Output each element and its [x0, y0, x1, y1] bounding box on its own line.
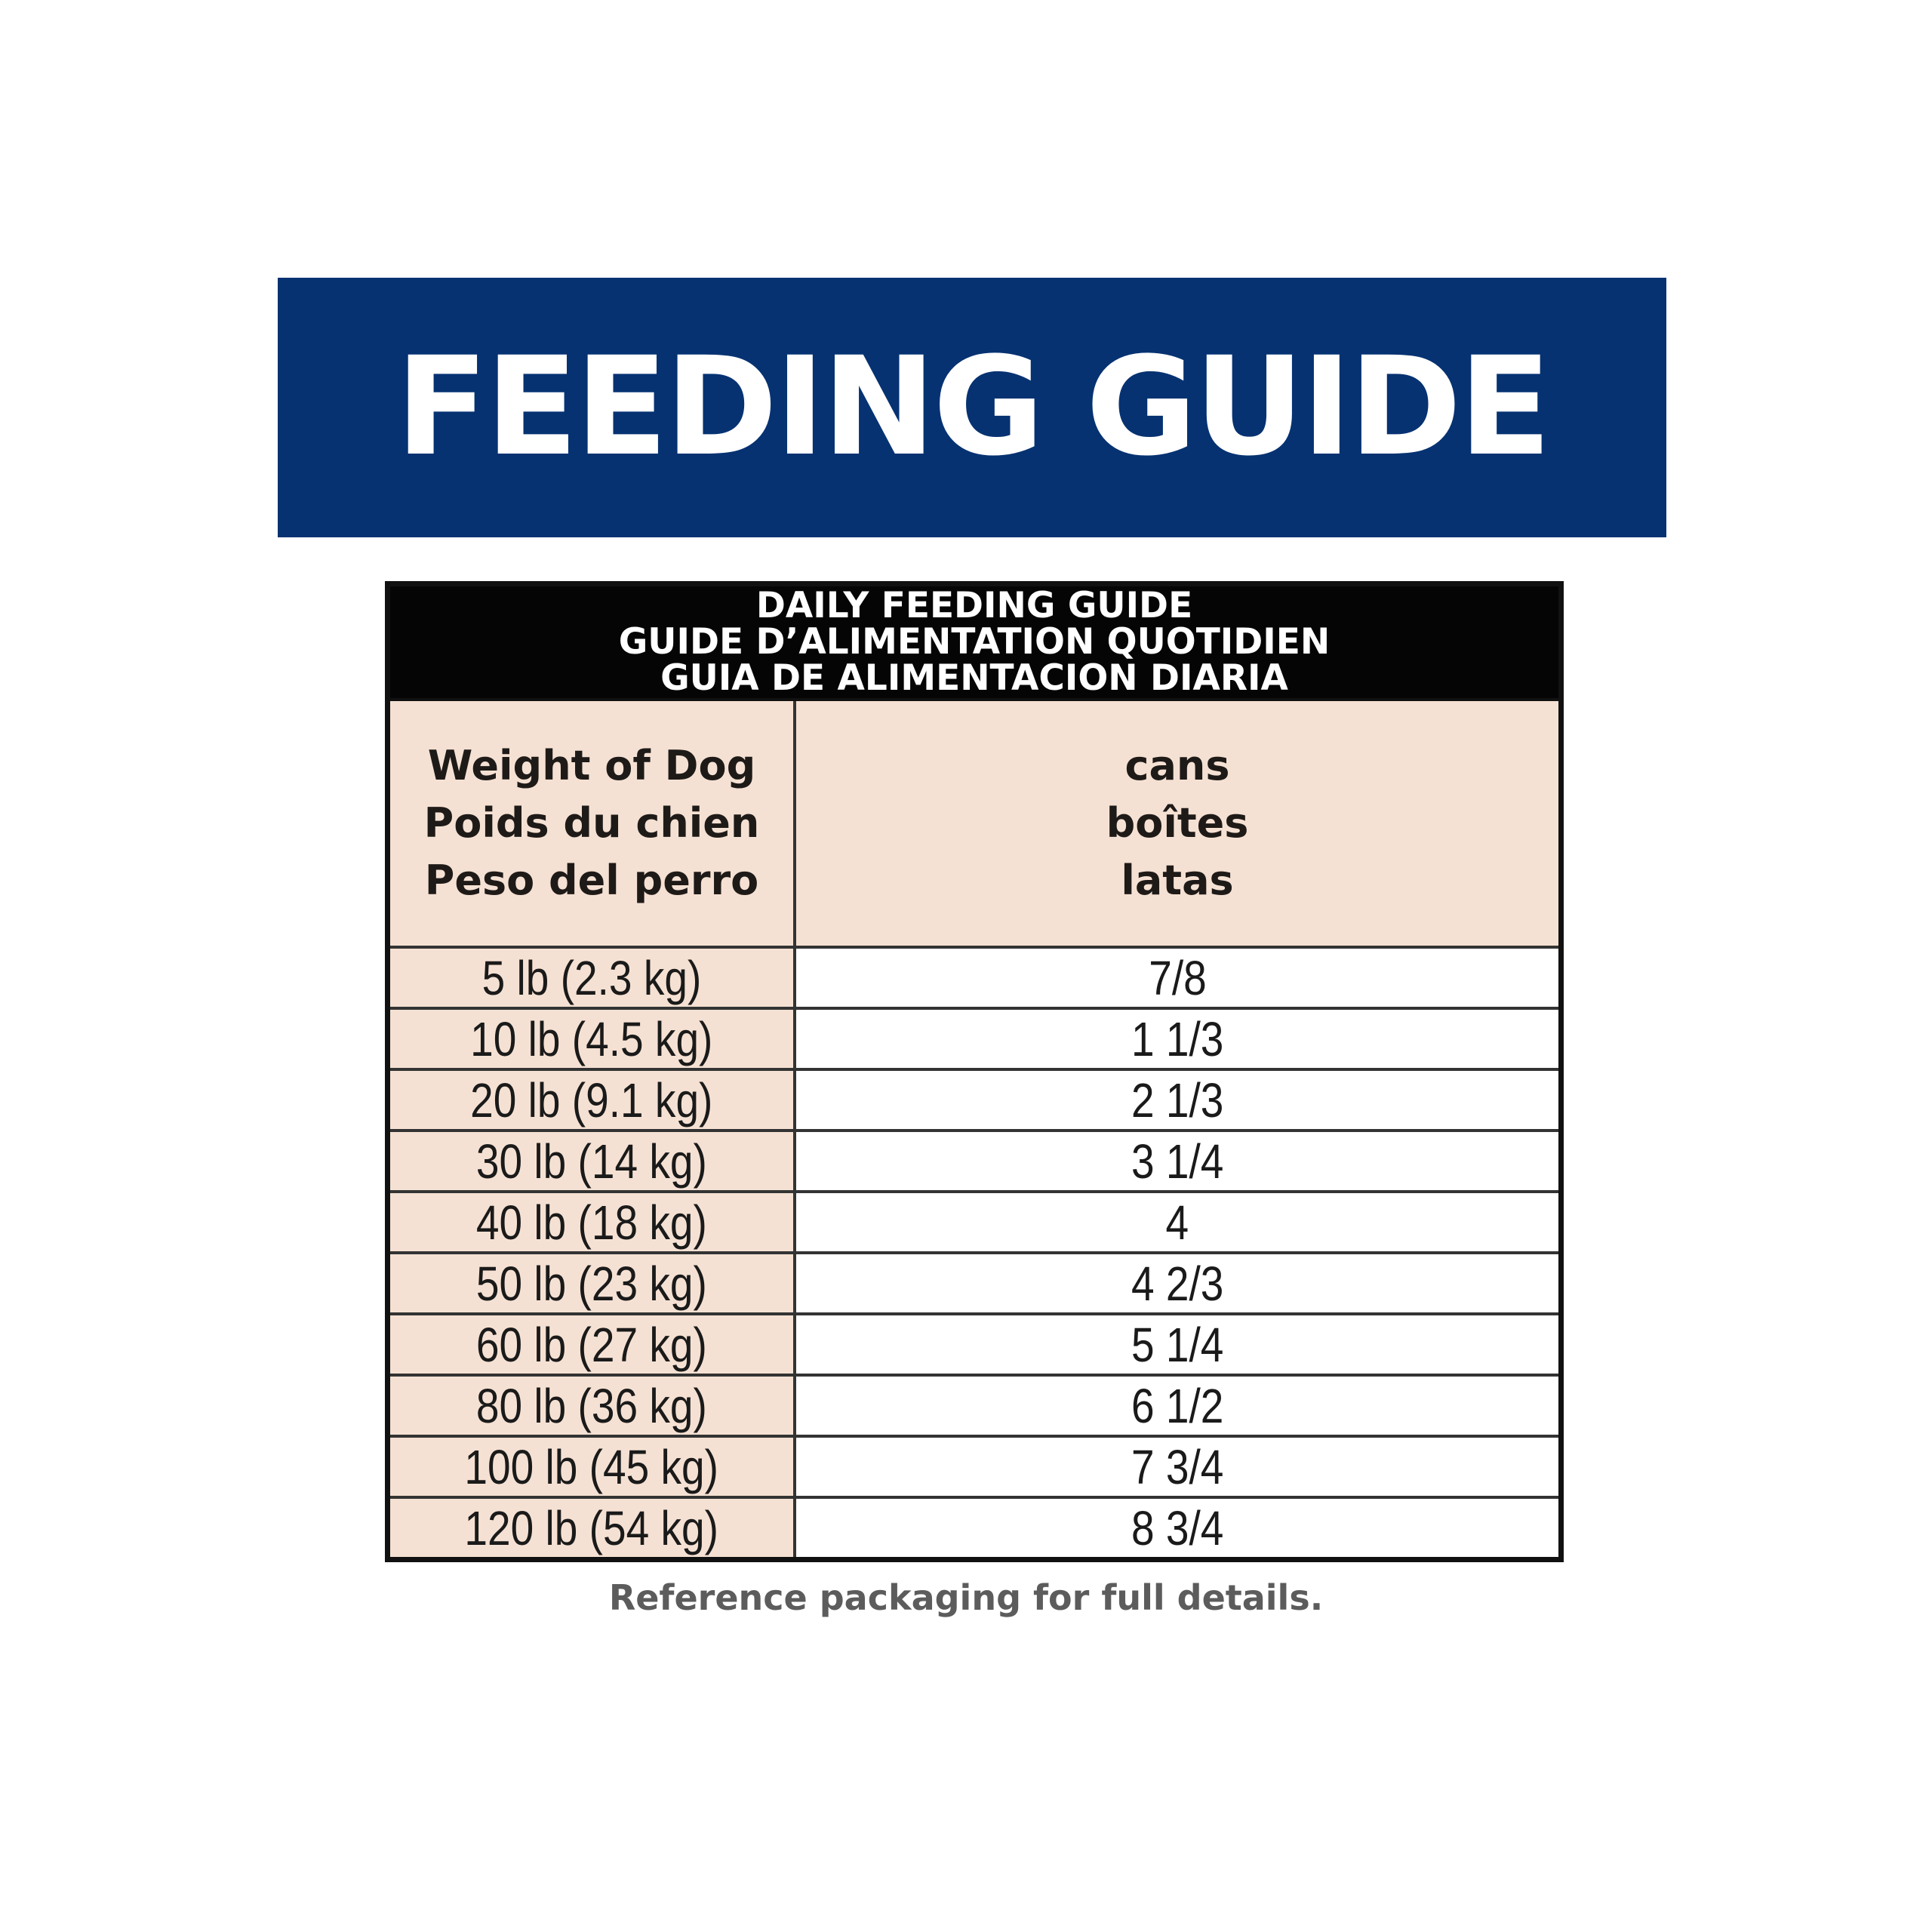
cans-heading-french: boîtes — [1106, 799, 1249, 847]
table-row: 60 lb (27 kg) 5 1/4 — [390, 1315, 1558, 1377]
weight-cell: 30 lb (14 kg) — [390, 1132, 796, 1190]
weight-heading-french: Poids du chien — [423, 799, 760, 847]
table-row: 5 lb (2.3 kg) 7/8 — [390, 949, 1558, 1010]
cans-value: 4 — [1165, 1195, 1189, 1250]
weight-cell: 10 lb (4.5 kg) — [390, 1010, 796, 1068]
table-row: 10 lb (4.5 kg) 1 1/3 — [390, 1010, 1558, 1071]
table-row: 30 lb (14 kg) 3 1/4 — [390, 1132, 1558, 1193]
table-row: 20 lb (9.1 kg) 2 1/3 — [390, 1071, 1558, 1132]
weight-cell: 5 lb (2.3 kg) — [390, 949, 796, 1007]
weight-cell: 100 lb (45 kg) — [390, 1438, 796, 1496]
daily-feeding-guide-table: DAILY FEEDING GUIDE GUIDE D’ALIMENTATION… — [385, 581, 1564, 1562]
cans-cell: 2 1/3 — [796, 1071, 1558, 1129]
weight-value: 60 lb (27 kg) — [476, 1317, 707, 1372]
cans-value: 8 3/4 — [1131, 1500, 1224, 1555]
weight-cell: 20 lb (9.1 kg) — [390, 1071, 796, 1129]
weight-column-heading: Weight of Dog Poids du chien Peso del pe… — [390, 701, 796, 946]
table-body: 5 lb (2.3 kg) 7/8 10 lb (4.5 kg) 1 1/3 2… — [390, 946, 1558, 1557]
table-header-line-english: DAILY FEEDING GUIDE — [755, 585, 1193, 626]
cans-value: 7/8 — [1148, 950, 1207, 1005]
table-row: 80 lb (36 kg) 6 1/2 — [390, 1377, 1558, 1438]
weight-value: 10 lb (4.5 kg) — [470, 1011, 713, 1066]
cans-value: 6 1/2 — [1131, 1378, 1224, 1433]
table-row: 100 lb (45 kg) 7 3/4 — [390, 1438, 1558, 1499]
weight-value: 120 lb (54 kg) — [464, 1500, 719, 1555]
cans-column-heading: cans boîtes latas — [796, 701, 1558, 946]
table-header-line-spanish: GUIA DE ALIMENTACION DIARIA — [660, 657, 1288, 699]
cans-cell: 4 — [796, 1193, 1558, 1251]
table-header-line-french: GUIDE D’ALIMENTATION QUOTIDIEN — [618, 621, 1331, 663]
banner-title: FEEDING GUIDE — [395, 328, 1552, 486]
cans-cell: 7/8 — [796, 949, 1558, 1007]
cans-cell: 1 1/3 — [796, 1010, 1558, 1068]
weight-value: 20 lb (9.1 kg) — [470, 1072, 713, 1128]
cans-value: 7 3/4 — [1131, 1439, 1224, 1494]
cans-heading-english: cans — [1124, 742, 1230, 789]
weight-heading-english: Weight of Dog — [427, 742, 756, 789]
reference-packaging-note: Reference packaging for full details. — [608, 1577, 1324, 1618]
weight-heading-spanish: Peso del perro — [424, 857, 759, 904]
table-row: 120 lb (54 kg) 8 3/4 — [390, 1499, 1558, 1557]
weight-cell: 120 lb (54 kg) — [390, 1499, 796, 1557]
weight-cell: 40 lb (18 kg) — [390, 1193, 796, 1251]
weight-cell: 60 lb (27 kg) — [390, 1315, 796, 1374]
cans-cell: 8 3/4 — [796, 1499, 1558, 1557]
weight-cell: 80 lb (36 kg) — [390, 1377, 796, 1435]
cans-value: 2 1/3 — [1131, 1072, 1224, 1128]
cans-value: 1 1/3 — [1131, 1011, 1224, 1066]
cans-cell: 4 2/3 — [796, 1254, 1558, 1312]
cans-heading-spanish: latas — [1121, 857, 1234, 904]
cans-cell: 7 3/4 — [796, 1438, 1558, 1496]
weight-cell: 50 lb (23 kg) — [390, 1254, 796, 1312]
weight-value: 5 lb (2.3 kg) — [481, 950, 702, 1005]
column-headings: Weight of Dog Poids du chien Peso del pe… — [390, 698, 1558, 946]
table-row: 40 lb (18 kg) 4 — [390, 1193, 1558, 1254]
cans-value: 5 1/4 — [1131, 1317, 1224, 1372]
weight-value: 50 lb (23 kg) — [476, 1256, 707, 1311]
cans-cell: 3 1/4 — [796, 1132, 1558, 1190]
weight-value: 40 lb (18 kg) — [476, 1195, 707, 1250]
cans-value: 3 1/4 — [1131, 1134, 1224, 1189]
weight-value: 100 lb (45 kg) — [464, 1439, 719, 1494]
table-row: 50 lb (23 kg) 4 2/3 — [390, 1254, 1558, 1315]
table-header: DAILY FEEDING GUIDE GUIDE D’ALIMENTATION… — [390, 586, 1558, 698]
cans-cell: 5 1/4 — [796, 1315, 1558, 1374]
cans-value: 4 2/3 — [1131, 1256, 1224, 1311]
feeding-guide-banner: FEEDING GUIDE — [278, 278, 1666, 537]
weight-value: 30 lb (14 kg) — [476, 1134, 707, 1189]
cans-cell: 6 1/2 — [796, 1377, 1558, 1435]
weight-value: 80 lb (36 kg) — [476, 1378, 707, 1433]
